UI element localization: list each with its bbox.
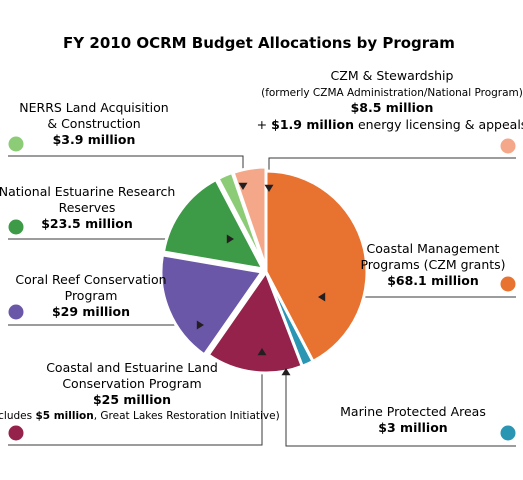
marker-dot-nerrs [8,219,24,235]
label-line: & Construction [47,116,140,131]
arrowhead-mpa [281,368,291,376]
label-line: Coastal Management [367,241,500,256]
pie-slice-nerrs [161,177,266,271]
amount-label: $68.1 million [387,273,479,288]
text-span: $5 million [35,410,93,422]
arrowhead-nerrs_land [238,182,248,190]
marker-dot-nerrs_land [8,136,24,152]
label-line: NERRS Land Acquisition [19,100,168,115]
text-span: $1.9 million [271,117,354,132]
leader-line-celcp [8,352,263,446]
arrowhead-celcp [257,348,267,356]
text-span: + [257,117,271,132]
label-line: Programs (CZM grants) [360,257,505,272]
text-span: , Great Lakes Restoration Initiative) [94,410,280,422]
label-line: National Estuarine Research [0,184,175,199]
marker-dot-coral [8,304,24,320]
pie-slice-coral [159,253,265,357]
label-mpa: Marine Protected Areas$3 million [340,404,486,435]
label-line: Marine Protected Areas [340,404,486,419]
arrowhead-coral [196,320,204,330]
label-nerrs: National Estuarine ResearchReserves$23.5… [0,184,175,231]
label-line: Reserves [59,200,116,215]
label-nerrs_land: NERRS Land Acquisition& Construction$3.9… [19,100,168,147]
amount-label: $3.9 million [53,132,136,147]
amount-label: $29 million [52,304,130,319]
text-span: energy licensing & appeals [354,117,523,132]
arrowhead-nerrs [226,234,234,244]
amount-label: $23.5 million [41,216,133,231]
pie-slice-czm [264,169,369,364]
text-span: (Includes [0,410,35,422]
label-line: Coral Reef Conservation [15,272,166,287]
marker-dot-mpa [500,425,516,441]
marker-dot-stewardship [500,138,516,154]
arrowhead-czm [318,292,326,302]
label-note: (Includes $5 million, Great Lakes Restor… [0,410,280,422]
pie-slice-celcp [206,268,305,375]
amount-label: $25 million [93,392,171,407]
label-sub: (formerly CZMA Administration/National P… [261,87,523,99]
label-stewardship: CZM & Stewardship (formerly CZMA Administ… [257,68,523,132]
label-line: Program [65,288,118,303]
amount-label: $8.5 million [351,100,434,115]
leader-line-mpa [285,372,516,447]
leader-line-nerrs_land [8,155,244,186]
arrowhead-stewardship [264,184,274,192]
marker-dot-czm [500,276,516,292]
chart-title: FY 2010 OCRM Budget Allocations by Progr… [63,34,455,52]
pie-slice-stewardship [231,165,268,269]
label-line: CZM & Stewardship [331,68,454,83]
amount-label: $3 million [378,420,447,435]
label-line: Coastal and Estuarine Land [46,360,218,375]
label-line: Conservation Program [62,376,201,391]
label-extra: + $1.9 million energy licensing & appeal… [257,117,523,132]
marker-dot-celcp [8,425,24,441]
